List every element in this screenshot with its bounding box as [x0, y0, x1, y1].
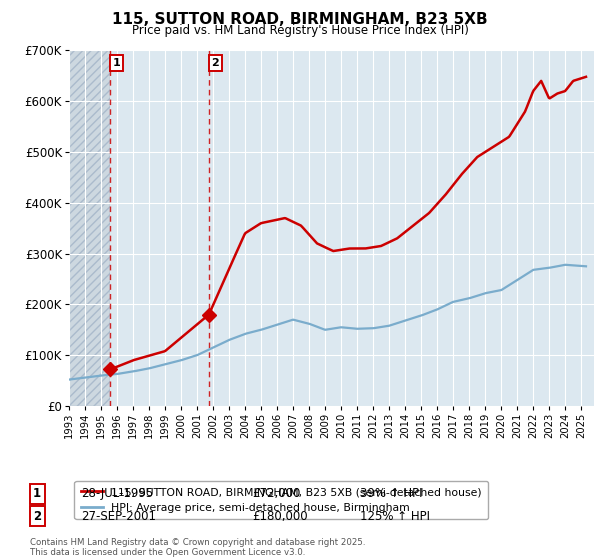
Text: 39% ↑ HPI: 39% ↑ HPI: [360, 487, 422, 501]
Text: £72,000: £72,000: [252, 487, 301, 501]
Text: 1: 1: [113, 58, 120, 68]
Text: 2: 2: [33, 510, 41, 523]
Text: Price paid vs. HM Land Registry's House Price Index (HPI): Price paid vs. HM Land Registry's House …: [131, 24, 469, 37]
Legend: 115, SUTTON ROAD, BIRMINGHAM, B23 5XB (semi-detached house), HPI: Average price,: 115, SUTTON ROAD, BIRMINGHAM, B23 5XB (s…: [74, 480, 488, 519]
Bar: [110, 50, 594, 406]
Text: 2: 2: [211, 58, 219, 68]
Text: 28-JUL-1995: 28-JUL-1995: [81, 487, 153, 501]
Text: 125% ↑ HPI: 125% ↑ HPI: [360, 510, 430, 523]
Text: Contains HM Land Registry data © Crown copyright and database right 2025.
This d: Contains HM Land Registry data © Crown c…: [30, 538, 365, 557]
Text: 27-SEP-2001: 27-SEP-2001: [81, 510, 156, 523]
Bar: [69, 50, 110, 406]
Text: £180,000: £180,000: [252, 510, 308, 523]
Text: 1: 1: [33, 487, 41, 501]
Text: 115, SUTTON ROAD, BIRMINGHAM, B23 5XB: 115, SUTTON ROAD, BIRMINGHAM, B23 5XB: [112, 12, 488, 27]
